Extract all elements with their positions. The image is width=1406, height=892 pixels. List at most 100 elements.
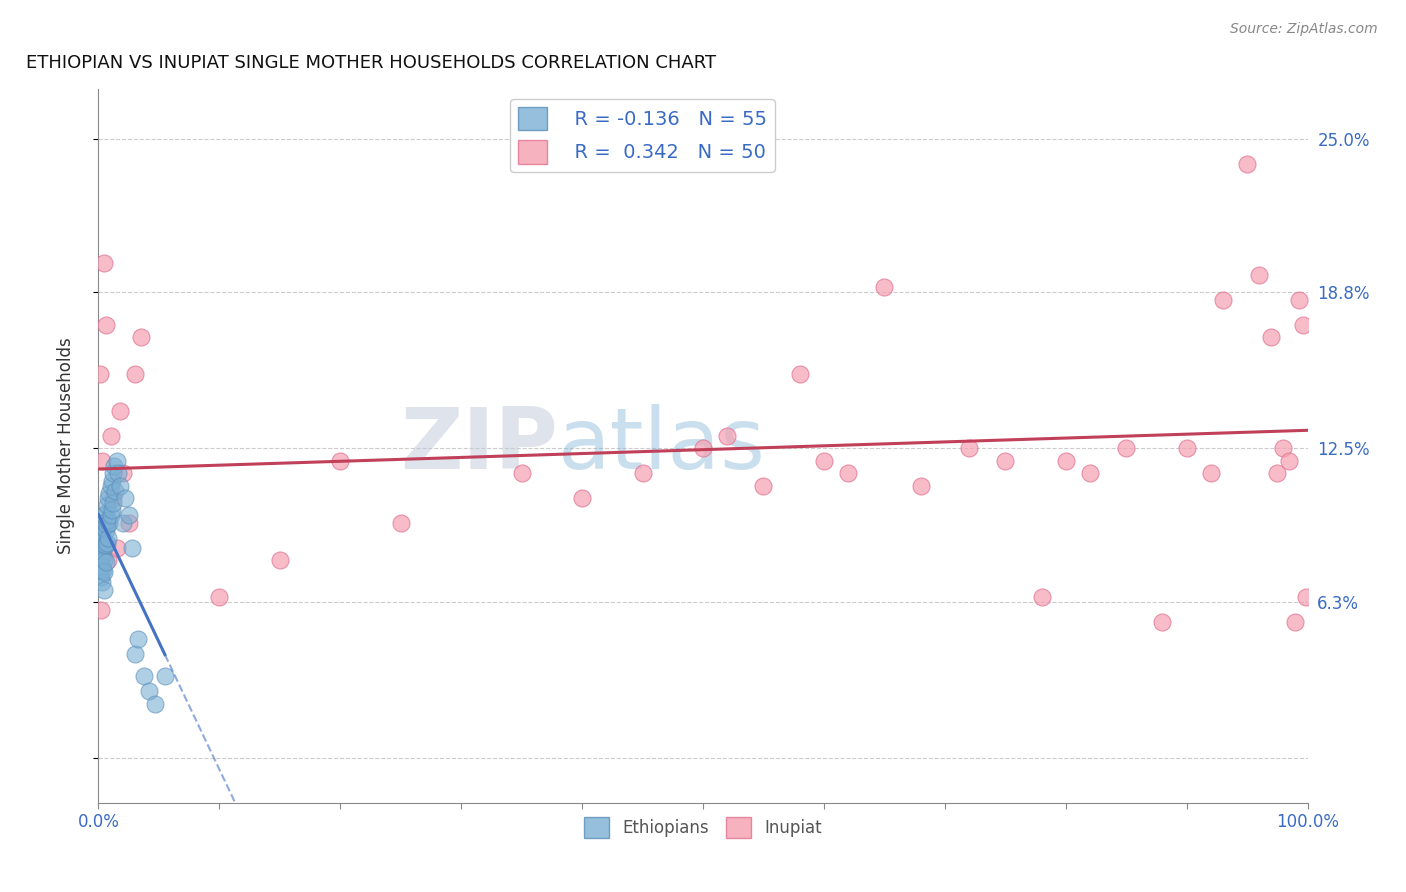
Point xyxy=(138,684,160,698)
Point xyxy=(91,516,114,530)
Point xyxy=(97,513,120,527)
Point xyxy=(631,467,654,481)
Point xyxy=(97,531,120,545)
Point xyxy=(91,535,114,549)
Point xyxy=(813,454,835,468)
Point xyxy=(90,570,112,584)
Point xyxy=(91,516,114,530)
Point xyxy=(873,280,896,294)
Point xyxy=(100,508,122,523)
Point xyxy=(127,632,149,647)
Point xyxy=(1175,442,1198,456)
Point xyxy=(94,538,117,552)
Point xyxy=(1288,293,1310,307)
Point xyxy=(101,491,124,505)
Y-axis label: Single Mother Households: Single Mother Households xyxy=(56,338,75,554)
Point xyxy=(129,330,152,344)
Point xyxy=(118,508,141,523)
Point xyxy=(1267,467,1289,481)
Point xyxy=(90,558,112,572)
Point xyxy=(105,541,128,555)
Point xyxy=(114,491,136,505)
Point xyxy=(97,553,120,567)
Point xyxy=(571,491,593,505)
Point xyxy=(97,491,120,505)
Point xyxy=(90,602,112,616)
Point xyxy=(1249,268,1271,282)
Point xyxy=(1292,318,1315,332)
Point xyxy=(1199,467,1222,481)
Point xyxy=(1212,293,1234,307)
Point xyxy=(93,582,115,597)
Point xyxy=(100,474,122,488)
Point xyxy=(153,669,176,683)
Point xyxy=(91,523,114,537)
Point xyxy=(789,367,811,381)
Point xyxy=(100,478,122,492)
Text: ETHIOPIAN VS INUPIAT SINGLE MOTHER HOUSEHOLDS CORRELATION CHART: ETHIOPIAN VS INUPIAT SINGLE MOTHER HOUSE… xyxy=(25,54,716,72)
Point xyxy=(89,533,111,548)
Text: Source: ZipAtlas.com: Source: ZipAtlas.com xyxy=(1230,22,1378,37)
Point xyxy=(910,478,932,492)
Point xyxy=(93,566,115,580)
Point xyxy=(89,563,111,577)
Point xyxy=(101,467,124,481)
Point xyxy=(101,496,124,510)
Point xyxy=(134,669,156,683)
Point xyxy=(94,506,117,520)
Point xyxy=(1078,467,1101,481)
Point xyxy=(1115,442,1137,456)
Text: ZIP: ZIP xyxy=(401,404,558,488)
Point xyxy=(93,553,115,567)
Point xyxy=(96,535,118,549)
Point xyxy=(107,467,129,481)
Point xyxy=(510,467,533,481)
Point xyxy=(89,548,111,562)
Point xyxy=(994,454,1017,468)
Point xyxy=(1236,156,1258,170)
Point xyxy=(208,590,231,604)
Point xyxy=(91,563,114,577)
Point xyxy=(389,516,412,530)
Point xyxy=(98,516,121,530)
Point xyxy=(124,647,146,661)
Point xyxy=(100,503,122,517)
Point xyxy=(89,367,111,381)
Point xyxy=(752,478,775,492)
Point xyxy=(118,516,141,530)
Legend: Ethiopians, Inupiat: Ethiopians, Inupiat xyxy=(578,811,828,845)
Point xyxy=(1260,330,1282,344)
Point xyxy=(91,545,114,559)
Point xyxy=(1031,590,1053,604)
Point xyxy=(837,467,859,481)
Point xyxy=(329,454,352,468)
Point xyxy=(90,528,112,542)
Point xyxy=(93,521,115,535)
Point xyxy=(1295,590,1317,604)
Text: atlas: atlas xyxy=(558,404,766,488)
Point xyxy=(91,548,114,562)
Point xyxy=(91,575,114,590)
Point xyxy=(716,429,738,443)
Point xyxy=(94,523,117,537)
Point xyxy=(91,533,114,548)
Point xyxy=(111,467,134,481)
Point xyxy=(108,478,131,492)
Point xyxy=(1284,615,1306,629)
Point xyxy=(1152,615,1174,629)
Point xyxy=(103,458,125,473)
Point xyxy=(93,508,115,523)
Point xyxy=(124,367,146,381)
Point xyxy=(269,553,291,567)
Point xyxy=(91,560,114,574)
Point xyxy=(93,255,115,269)
Point xyxy=(105,454,128,468)
Point xyxy=(94,318,117,332)
Point xyxy=(108,404,131,418)
Point xyxy=(1272,442,1295,456)
Point xyxy=(93,538,115,552)
Point xyxy=(104,483,127,498)
Point xyxy=(1278,454,1301,468)
Point xyxy=(96,499,118,513)
Point xyxy=(94,556,117,570)
